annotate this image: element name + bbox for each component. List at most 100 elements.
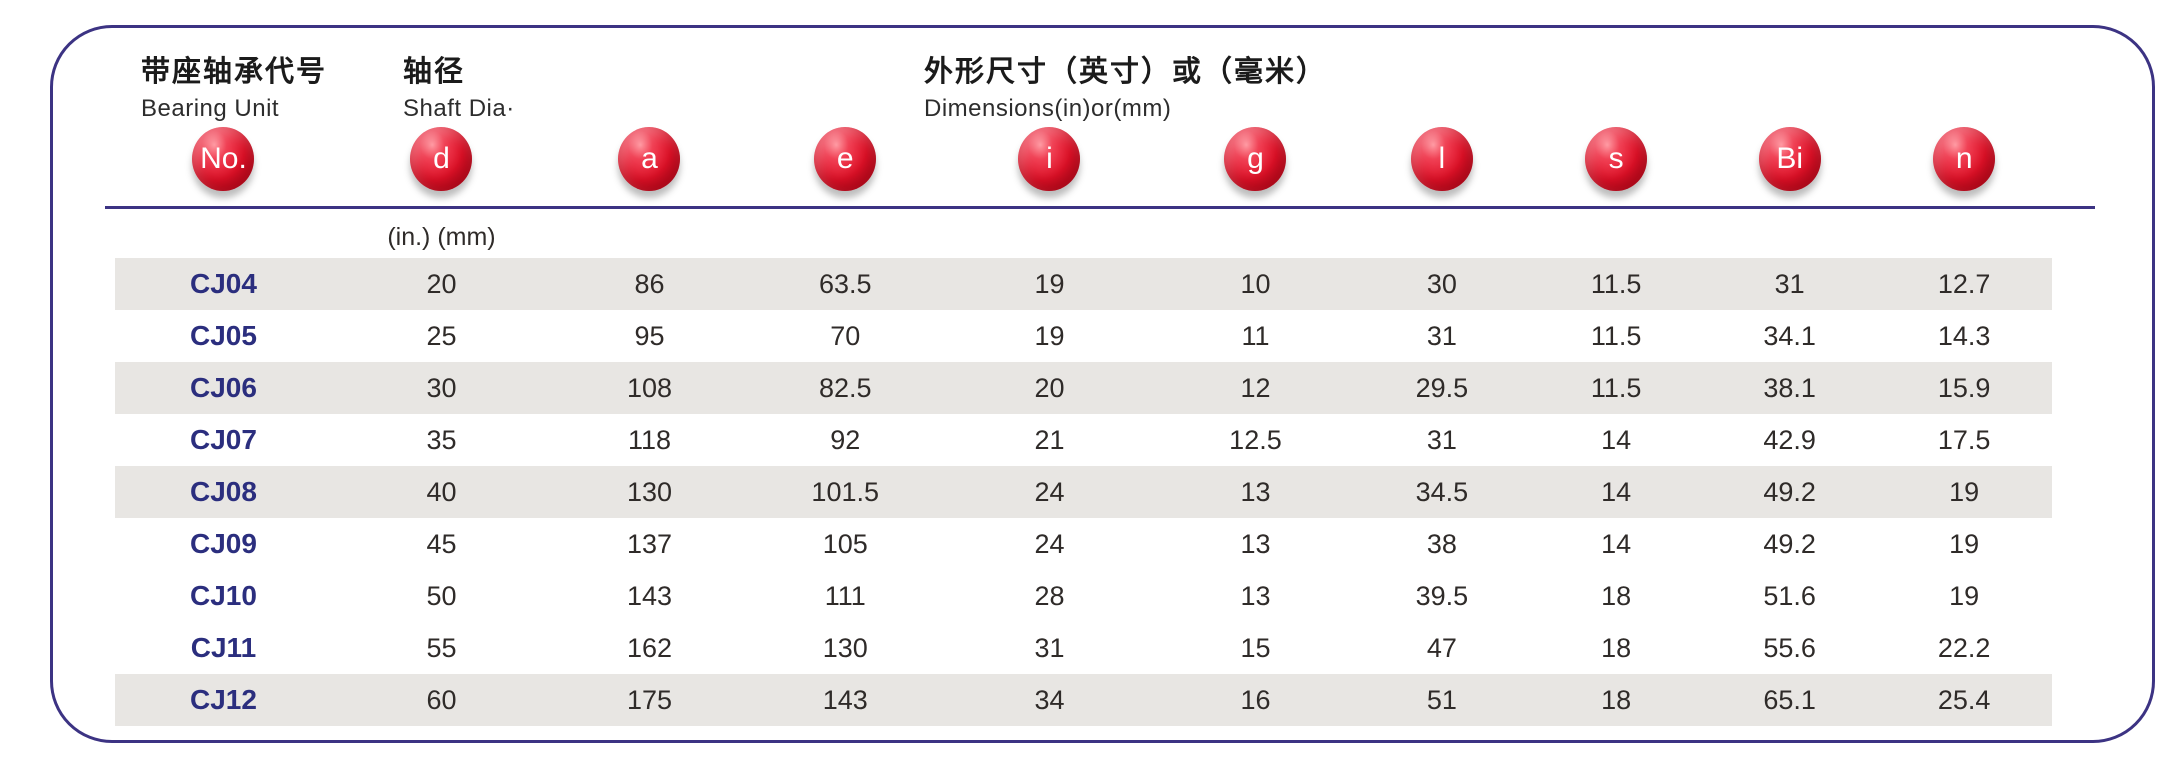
badge-cell: Bi (1703, 124, 1877, 194)
column-badge-s: s (1585, 127, 1648, 191)
table-row-cj10: CJ10 50 143 111 28 13 39.5 18 51.6 19 (115, 570, 2052, 622)
bearing-no: CJ12 (190, 684, 257, 715)
dimension-value: 86 (634, 268, 665, 299)
table-row-cj12: CJ12 60 175 143 34 16 51 18 65.1 25.4 (115, 674, 2052, 726)
dimension-value: 31 (1426, 424, 1457, 455)
column-badge-g: g (1224, 127, 1287, 191)
table-row-cj11: CJ11 55 162 130 31 15 47 18 55.6 22.2 (115, 622, 2052, 674)
dimension-value: 15 (1240, 632, 1271, 663)
dimension-value: 40 (426, 476, 457, 507)
bearing-unit-label-en: Bearing Unit (141, 95, 280, 122)
shaft-dia-label-zh: 轴径 (403, 56, 466, 88)
column-badge-d: d (410, 127, 473, 191)
dimension-value: 108 (626, 372, 673, 403)
bearing-no: CJ04 (190, 268, 257, 299)
table-row-cj06: CJ06 30 108 82.5 20 12 29.5 11.5 38.1 15.9 (115, 362, 2052, 414)
dimension-value: 143 (626, 580, 673, 611)
dimension-value: 162 (626, 632, 673, 663)
dimension-value: 49.2 (1763, 476, 1816, 507)
dimension-value: 42.9 (1763, 424, 1816, 455)
column-badge-a: a (618, 127, 681, 191)
dimension-value: 63.5 (818, 268, 872, 299)
column-group-dimensions: 外形尺寸（英寸）或（毫米） Dimensions(in)or(mm) (924, 48, 1327, 123)
dimension-value: 38 (1426, 528, 1457, 559)
bearing-no: CJ05 (190, 320, 257, 351)
badge-cell: e (748, 124, 942, 194)
dimension-value: 19 (1034, 268, 1065, 299)
dimension-value: 11.5 (1590, 268, 1642, 299)
dimension-value: 50 (426, 580, 457, 611)
dimension-value: 31 (1034, 632, 1065, 663)
dimension-value: 30 (426, 372, 457, 403)
dimensions-label-zh: 外形尺寸（英寸）或（毫米） (924, 56, 1328, 88)
dimension-value: 20 (426, 268, 457, 299)
bearing-no: CJ10 (190, 580, 257, 611)
dimension-value: 17.5 (1937, 424, 1991, 455)
bearing-no: CJ11 (190, 632, 257, 663)
dimension-value: 16 (1240, 684, 1271, 715)
dimension-value: 13 (1240, 528, 1271, 559)
bearing-no: CJ08 (190, 476, 257, 507)
dimension-value: 70 (830, 320, 861, 351)
column-badge-no: No. (192, 127, 255, 191)
dimension-value: 55.6 (1763, 632, 1816, 663)
shaft-dia-label-en: Shaft Dia· (403, 95, 515, 122)
dimension-value: 35 (426, 424, 457, 455)
dimension-value: 28 (1034, 580, 1065, 611)
dimension-value: 12.5 (1229, 424, 1282, 455)
badge-cell: g (1156, 124, 1354, 194)
dimension-value: 34.1 (1763, 320, 1816, 351)
unit-row: (in.) (mm) (115, 218, 2052, 256)
dimension-value: 11 (1241, 320, 1270, 351)
dimension-value: 19 (1949, 580, 1980, 611)
dimension-value: 130 (822, 632, 868, 663)
dimension-value: 24 (1034, 528, 1065, 559)
dimension-value: 82.5 (818, 372, 872, 403)
dimension-value: 92 (830, 424, 861, 455)
badge-cell: a (551, 124, 748, 194)
table-row-cj09: CJ09 45 137 105 24 13 38 14 49.2 19 (115, 518, 2052, 570)
bearing-no: CJ09 (190, 528, 257, 559)
dimension-value: 55 (426, 632, 457, 663)
unit-note: (in.) (mm) (387, 222, 496, 251)
dimension-value: 105 (822, 528, 868, 559)
dimension-value: 22.2 (1937, 632, 1991, 663)
bearing-unit-label-zh: 带座轴承代号 (141, 56, 328, 88)
dimension-value: 29.5 (1415, 372, 1469, 403)
dimension-value: 18 (1601, 632, 1632, 663)
table-row-cj08: CJ08 40 130 101.5 24 13 34.5 14 49.2 19 (115, 466, 2052, 518)
dimension-value: 95 (634, 320, 665, 351)
dimension-value: 30 (1426, 268, 1457, 299)
dimension-value: 31 (1426, 320, 1457, 351)
dimension-value: 101.5 (811, 476, 879, 507)
column-badge-bi: Bi (1758, 127, 1821, 191)
table-row-cj05: CJ05 25 95 70 19 11 31 11.5 34.1 14.3 (115, 310, 2052, 362)
dimension-value: 31 (1774, 268, 1805, 299)
badge-row: No. d a e i g l s Bi n (115, 124, 2052, 194)
bearing-table-panel: 带座轴承代号 Bearing Unit 轴径 Shaft Dia· 外形尺寸（英… (50, 25, 2155, 743)
dimension-value: 25 (426, 320, 457, 351)
dimension-value: 45 (426, 528, 457, 559)
dimension-value: 49.2 (1763, 528, 1816, 559)
dimension-value: 21 (1034, 424, 1065, 455)
table-row-cj07: CJ07 35 118 92 21 12.5 31 14 42.9 17.5 (115, 414, 2052, 466)
column-group-shaft-dia: 轴径 Shaft Dia· (403, 48, 515, 123)
table-row-cj04: CJ04 20 86 63.5 19 10 30 11.5 31 12.7 (115, 258, 2052, 310)
badge-cell: i (942, 124, 1156, 194)
dimension-value: 14.3 (1937, 320, 1991, 351)
dimension-value: 15.9 (1937, 372, 1991, 403)
dimension-value: 175 (626, 684, 673, 715)
column-group-bearing-unit: 带座轴承代号 Bearing Unit (141, 48, 327, 123)
table-body: CJ04 20 86 63.5 19 10 30 11.5 31 12.7 CJ05 25 95 70 19… (115, 258, 2052, 726)
badge-cell: l (1354, 124, 1529, 194)
dimension-value: 65.1 (1763, 684, 1816, 715)
dimension-value: 13 (1240, 476, 1271, 507)
dimensions-label-en: Dimensions(in)or(mm) (924, 95, 1172, 122)
dimension-value: 137 (626, 528, 673, 559)
column-badge-e: e (814, 127, 877, 191)
column-badge-l: l (1410, 127, 1473, 191)
dimension-value: 19 (1034, 320, 1065, 351)
dimension-value: 14 (1601, 528, 1632, 559)
badge-cell: s (1529, 124, 1703, 194)
